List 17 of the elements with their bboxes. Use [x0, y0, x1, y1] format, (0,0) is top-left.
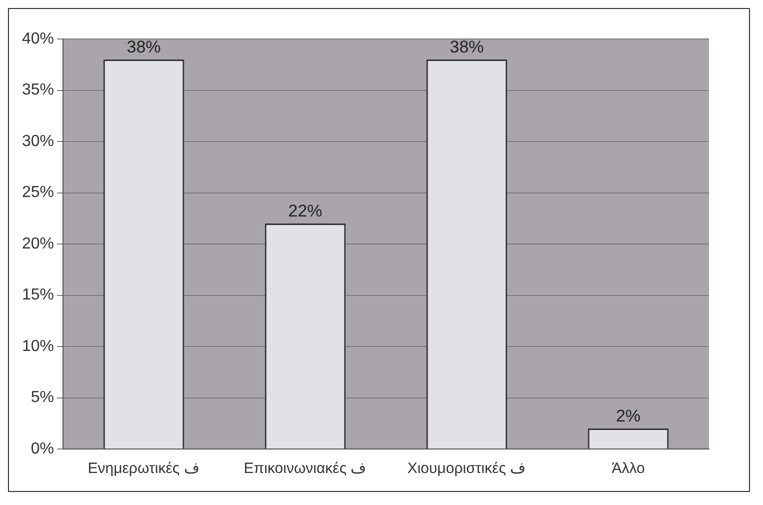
x-tick-label: Άλλο [612, 460, 645, 478]
x-tick-label: Ενημερωτικές ف [88, 460, 200, 478]
y-tick-label: 30% [22, 132, 54, 150]
x-tick-label: Χιουμοριστικές ف [407, 460, 526, 478]
y-tick-label: 40% [22, 30, 54, 48]
y-tick-label: 5% [30, 389, 54, 406]
y-tick-label: 0% [30, 440, 54, 458]
y-tick-label: 25% [22, 184, 54, 202]
y-tick-label: 10% [22, 338, 54, 355]
x-tick-label: Επικοινωνιακές ف [244, 460, 367, 478]
data-label: 38% [126, 38, 161, 57]
data-label: 22% [288, 202, 322, 221]
y-tick-label: 35% [22, 82, 54, 99]
data-label: 38% [450, 38, 484, 57]
y-tick-label: 20% [22, 235, 54, 252]
data-label: 2% [616, 406, 641, 426]
y-tick-label: 15% [22, 286, 54, 304]
